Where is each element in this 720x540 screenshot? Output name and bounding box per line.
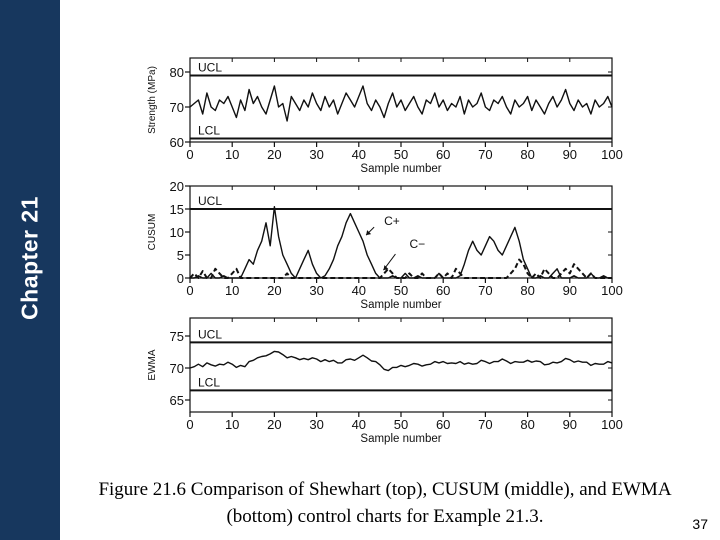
shewhart-x-tick-label: 0: [186, 147, 193, 162]
ewma-y-tick-label: 70: [170, 361, 184, 376]
ewma-x-tick-label: 0: [186, 417, 193, 432]
shewhart-y-tick-label: 80: [170, 65, 184, 80]
shewhart-y-axis-label: Strength (MPa): [147, 66, 158, 134]
cusum-chart: 0 10 20 30 40 50 60 70 80 90 100 0 5 10 15 20 CUSUM Sampl…: [147, 179, 623, 311]
figure-caption: Figure 21.6 Comparison of Shewhart (top)…: [98, 479, 672, 527]
shewhart-series-line: [189, 85, 613, 122]
cusum-y-tick-label: 5: [177, 248, 184, 263]
shewhart-x-tick-label: 90: [563, 147, 577, 162]
cusum-x-tick-label: 80: [520, 283, 534, 298]
shewhart-chart: 0 10 20 30 40 50 60 70 80 90 100 60 70 80 Strength (MP…: [147, 57, 623, 175]
cusum-x-tick-label: 90: [563, 283, 577, 298]
ewma-ucl-label: UCL: [198, 327, 222, 341]
sidebar-band: Chapter 21: [0, 0, 60, 540]
shewhart-ucl-label: UCL: [198, 61, 222, 75]
ewma-x-tick-label: 100: [601, 417, 623, 432]
shewhart-x-tick-label: 100: [601, 147, 623, 162]
ewma-series-line: [189, 350, 613, 372]
shewhart-x-axis-label: Sample number: [360, 163, 441, 175]
cusum-y-tick-label: 20: [170, 179, 184, 194]
cusum-y-tick-label: 15: [170, 202, 184, 217]
cusum-annotation-c-minus: C−: [409, 237, 425, 251]
cusum-x-tick-label: 30: [309, 283, 323, 298]
shewhart-x-tick-label: 70: [478, 147, 492, 162]
shewhart-x-tick-label: 20: [267, 147, 281, 162]
cusum-series-c-plus: [190, 205, 612, 279]
slide-number: 37: [692, 516, 708, 532]
ewma-x-tick-label: 50: [394, 417, 408, 432]
ewma-chart: 0 10 20 30 40 50 60 70 80 90 100 65 70 75 EWMA Sample n…: [147, 317, 623, 445]
cusum-x-tick-label: 0: [186, 283, 193, 298]
shewhart-x-tick-label: 40: [352, 147, 366, 162]
cusum-x-tick-label: 10: [225, 283, 239, 298]
shewhart-x-tick-label: 80: [520, 147, 534, 162]
cusum-x-tick-label: 40: [352, 283, 366, 298]
ewma-x-tick-label: 40: [352, 417, 366, 432]
ewma-x-axis-label: Sample number: [360, 433, 441, 445]
ewma-x-tick-label: 70: [478, 417, 492, 432]
shewhart-x-tick-label: 30: [309, 147, 323, 162]
ewma-y-tick-label: 65: [170, 393, 184, 408]
ewma-y-axis-label: EWMA: [147, 349, 158, 380]
shewhart-y-tick-label: 60: [170, 135, 184, 150]
cusum-y-tick-label: 0: [177, 271, 184, 286]
cusum-ucl-label: UCL: [198, 194, 222, 208]
ewma-lcl-label: LCL: [198, 375, 220, 389]
cusum-x-tick-label: 50: [394, 283, 408, 298]
ewma-x-tick-label: 30: [309, 417, 323, 432]
ewma-x-tick-label: 10: [225, 417, 239, 432]
cusum-y-axis-label: CUSUM: [147, 214, 158, 251]
cusum-annotation-arrowhead: [366, 230, 372, 236]
cusum-y-tick-label: 10: [170, 225, 184, 240]
shewhart-y-tick-label: 70: [170, 100, 184, 115]
cusum-annotation-c-plus: C+: [384, 214, 400, 228]
ewma-y-tick-label: 75: [170, 329, 184, 344]
ewma-x-tick-label: 90: [563, 417, 577, 432]
cusum-x-tick-label: 20: [267, 283, 281, 298]
shewhart-x-tick-label: 10: [225, 147, 239, 162]
ewma-x-tick-label: 20: [267, 417, 281, 432]
cusum-x-tick-label: 60: [436, 283, 450, 298]
cusum-x-tick-label: 100: [601, 283, 623, 298]
cusum-annotation-arrowhead: [383, 265, 389, 271]
ewma-x-tick-label: 60: [436, 417, 450, 432]
shewhart-lcl-label: LCL: [198, 124, 220, 138]
cusum-x-axis-label: Sample number: [360, 299, 441, 311]
ewma-x-tick-label: 80: [520, 417, 534, 432]
cusum-x-tick-label: 70: [478, 283, 492, 298]
shewhart-x-tick-label: 60: [436, 147, 450, 162]
shewhart-x-tick-label: 50: [394, 147, 408, 162]
